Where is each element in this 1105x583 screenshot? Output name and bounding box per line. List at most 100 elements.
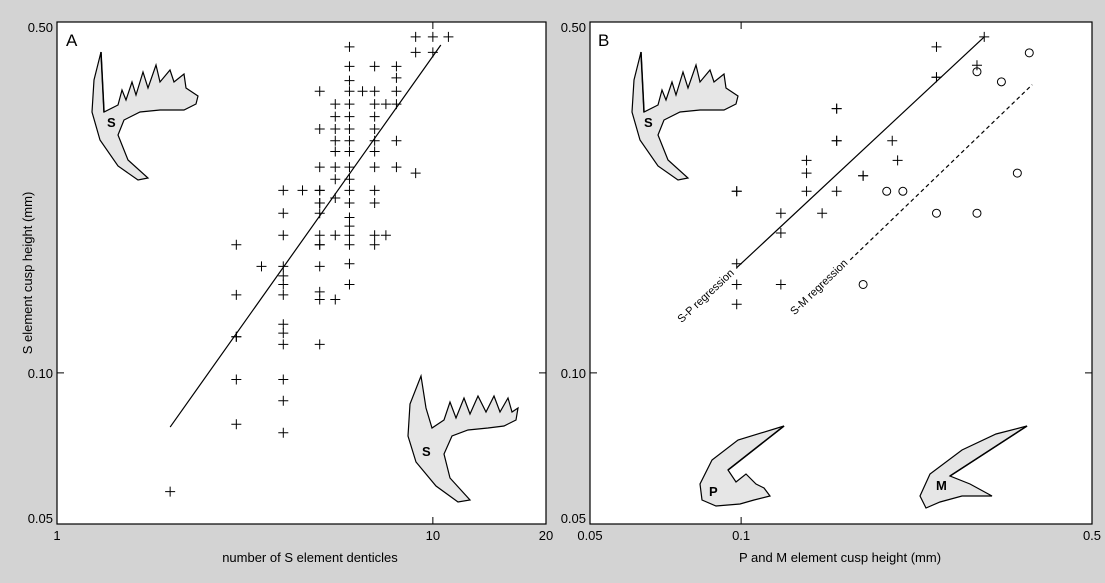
panel-a-plus-point: [369, 86, 380, 97]
panel-a-plus-point: [314, 261, 325, 272]
panel-a-plus-point: [314, 286, 325, 297]
panel-a-plus-point: [427, 47, 438, 58]
panel-a-plus-point: [357, 86, 368, 97]
panel-b-y-tick-label: 0.10: [561, 366, 586, 381]
panel-a-plus-point: [344, 99, 355, 110]
panel-b-circle-point: [972, 67, 982, 77]
panel-b-circle-point: [858, 279, 868, 289]
illustration-label-m: M: [936, 478, 947, 493]
panel-b-x-tick-label: 0.1: [732, 528, 750, 543]
panel-b-plus-point: [831, 186, 842, 197]
panel-a-plus-point: [443, 31, 454, 42]
panel-a-label: A: [66, 31, 78, 50]
panel-a-plus-point: [391, 72, 402, 83]
s-element-illustration-b: S: [631, 51, 739, 181]
panel-b-regression-line-0: [736, 36, 985, 269]
panel-a-plus-point: [278, 427, 289, 438]
panel-a-plus-point: [410, 168, 421, 179]
panel-a-plus-point: [344, 258, 355, 269]
m-element-illustration: M: [919, 425, 1028, 509]
panel-a-plus-point: [369, 135, 380, 146]
panel-a-plus-point: [314, 124, 325, 135]
panel-a-y-axis-title: S element cusp height (mm): [20, 192, 35, 355]
panel-b-plus-point: [931, 72, 942, 83]
panel-a-plus-point: [369, 162, 380, 173]
panel-b-x-tick-label: 0.05: [577, 528, 602, 543]
panel-a-plus-point: [231, 289, 242, 300]
panel-a-plus-point: [314, 197, 325, 208]
panel-b-plus-point: [971, 60, 982, 71]
panel-b-plus-point: [731, 279, 742, 290]
panel-b-plus-point: [892, 155, 903, 166]
s-element-illustration-bottom: S: [407, 373, 519, 503]
illustration-label-s-top: S: [107, 115, 116, 130]
panel-a-plus-point: [278, 395, 289, 406]
panel-a-plus-point: [344, 197, 355, 208]
panel-a-plus-point: [256, 261, 267, 272]
panel-b-y-tick-label: 0.05: [561, 511, 586, 526]
panel-a-plus-point: [344, 41, 355, 52]
panel-a-plus-point: [344, 221, 355, 232]
panel-a-plus-point: [344, 239, 355, 250]
panel-a-plus-point: [344, 279, 355, 290]
panel-a-plus-point: [369, 61, 380, 72]
panel-a-plus-point: [344, 146, 355, 157]
panel-b-plus-point: [731, 299, 742, 310]
panel-a-plus-point: [165, 486, 176, 497]
panel-b-circle-point: [996, 77, 1006, 87]
panel-a-plus-point: [278, 374, 289, 385]
panel-a-plus-point: [314, 339, 325, 350]
panel-b-plus-point: [775, 227, 786, 238]
panel-a-plus-point: [314, 230, 325, 241]
p-element-illustration: P: [699, 425, 785, 507]
panel-a-plus-point: [278, 339, 289, 350]
panel-a-plus-point: [344, 212, 355, 223]
panel-a-plus-point: [369, 230, 380, 241]
panel-a-plus-point: [344, 86, 355, 97]
panel-a-plus-point: [314, 239, 325, 250]
panel-a-plus-point: [344, 124, 355, 135]
panel-b-plus-point: [801, 186, 812, 197]
panel-a-plus-point: [231, 419, 242, 430]
panel-a-plus-point: [410, 31, 421, 42]
panel-a-plus-point: [278, 208, 289, 219]
panel-a-plus-point: [369, 197, 380, 208]
panel-a-plus-point: [369, 99, 380, 110]
panel-b-illustrations: S P M: [631, 51, 1028, 509]
panel-b-plus-point: [831, 135, 842, 146]
panel-a-plus-point: [314, 162, 325, 173]
panel-a-y-tick-label: 0.10: [28, 366, 53, 381]
panel-a-plus-point: [344, 162, 355, 173]
panel-a-plus-point: [380, 99, 391, 110]
panel-a-plus-point: [344, 230, 355, 241]
panel-b-circle-point: [1024, 48, 1034, 58]
panel-b-axes: 0.05 0.1 0.5 0.05 0.10 0.50: [561, 20, 1101, 543]
illustration-label-p: P: [709, 484, 718, 499]
panel-a-plus-point: [278, 328, 289, 339]
panel-b: [731, 31, 1034, 310]
panel-b-plus-point: [817, 208, 828, 219]
panel-b-plus-point: [979, 31, 990, 42]
panel-a-plus-point: [330, 294, 341, 305]
panel-a-x-tick-label: 20: [539, 528, 553, 543]
panel-a-plus-point: [330, 174, 341, 185]
panel-a-plus-point: [344, 174, 355, 185]
panel-a-plus-point: [278, 319, 289, 330]
panel-a-x-tick-label: 1: [53, 528, 60, 543]
panel-b-plus-point: [775, 208, 786, 219]
panel-a-y-tick-label: 0.05: [28, 511, 53, 526]
panel-a-plus-point: [344, 75, 355, 86]
panel-a-plus-point: [391, 61, 402, 72]
s-element-illustration-top: S: [91, 51, 199, 181]
panel-a-plus-point: [391, 86, 402, 97]
panel-b-circle-point: [972, 208, 982, 218]
panel-b-y-tick-label: 0.50: [561, 20, 586, 35]
panel-a-plus-point: [369, 185, 380, 196]
panel-a-plus-point: [330, 193, 341, 204]
panel-b-regression-line-1: [849, 84, 1033, 261]
panel-a-plus-point: [330, 99, 341, 110]
panel-b-circle-point: [1012, 168, 1022, 178]
panel-b-plus-point: [801, 155, 812, 166]
panel-a-y-tick-label: 0.50: [28, 20, 53, 35]
panel-b-plus-point: [858, 170, 869, 181]
